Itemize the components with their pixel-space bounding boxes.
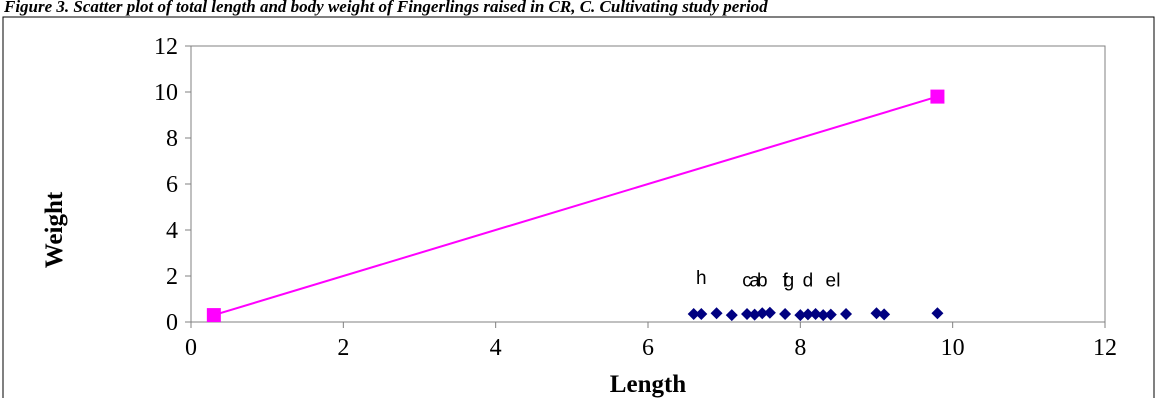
y-tick-label: 10 (154, 80, 178, 106)
annotations-group: h cab fg d e l (696, 268, 841, 291)
trend-line (213, 95, 938, 317)
diamond-point (763, 306, 776, 319)
diamond-point (801, 308, 814, 321)
x-tick-label: 4 (490, 335, 502, 361)
point-label: e (826, 270, 837, 291)
diamond-point (695, 307, 708, 320)
point-label: d (803, 270, 814, 291)
diamond-point (809, 307, 822, 320)
diamond-point (817, 309, 830, 322)
y-tick-label: 6 (166, 172, 178, 198)
point-label: b (757, 270, 768, 291)
x-tick-label: 2 (337, 335, 349, 361)
diamond-point (931, 307, 944, 320)
diamond-point (794, 309, 807, 322)
figure-caption: Figure 3. Scatter plot of total length a… (3, 0, 768, 16)
point-label: a (749, 270, 760, 291)
diamond-point (756, 307, 769, 320)
points-group (206, 89, 945, 323)
x-tick-label: 12 (1093, 335, 1117, 361)
diamond-point (748, 308, 761, 321)
y-axis-title: Weight (41, 191, 68, 268)
x-tick-label: 0 (185, 335, 197, 361)
square-point (930, 89, 945, 104)
diamond-point (725, 309, 738, 322)
square-point (206, 308, 221, 323)
x-axis-title: Length (610, 371, 687, 398)
x-tick-label: 10 (941, 335, 965, 361)
diamond-point (878, 308, 891, 321)
diamond-point (870, 307, 883, 320)
point-label: c (742, 270, 752, 291)
diamond-point (710, 307, 723, 320)
x-tick-label: 8 (794, 335, 806, 361)
y-tick-label: 0 (166, 310, 178, 336)
y-tick-label: 2 (166, 264, 178, 290)
diamond-point (840, 307, 853, 320)
diamond-point (779, 307, 792, 320)
point-label: g (784, 270, 795, 291)
diamond-point (824, 308, 837, 321)
point-label: l (836, 270, 840, 291)
point-label: h (696, 268, 707, 289)
diamond-point (741, 307, 754, 320)
y-tick-label: 12 (154, 34, 178, 60)
x-tick-label: 6 (642, 335, 654, 361)
y-tick-label: 8 (166, 126, 178, 152)
diamond-point (687, 307, 700, 320)
trend-line-group (213, 95, 938, 317)
axes: 0 2 4 6 8 10 12 0 2 4 6 8 10 12 (154, 34, 1117, 361)
point-label: f (782, 270, 788, 291)
y-tick-label: 4 (166, 218, 178, 244)
